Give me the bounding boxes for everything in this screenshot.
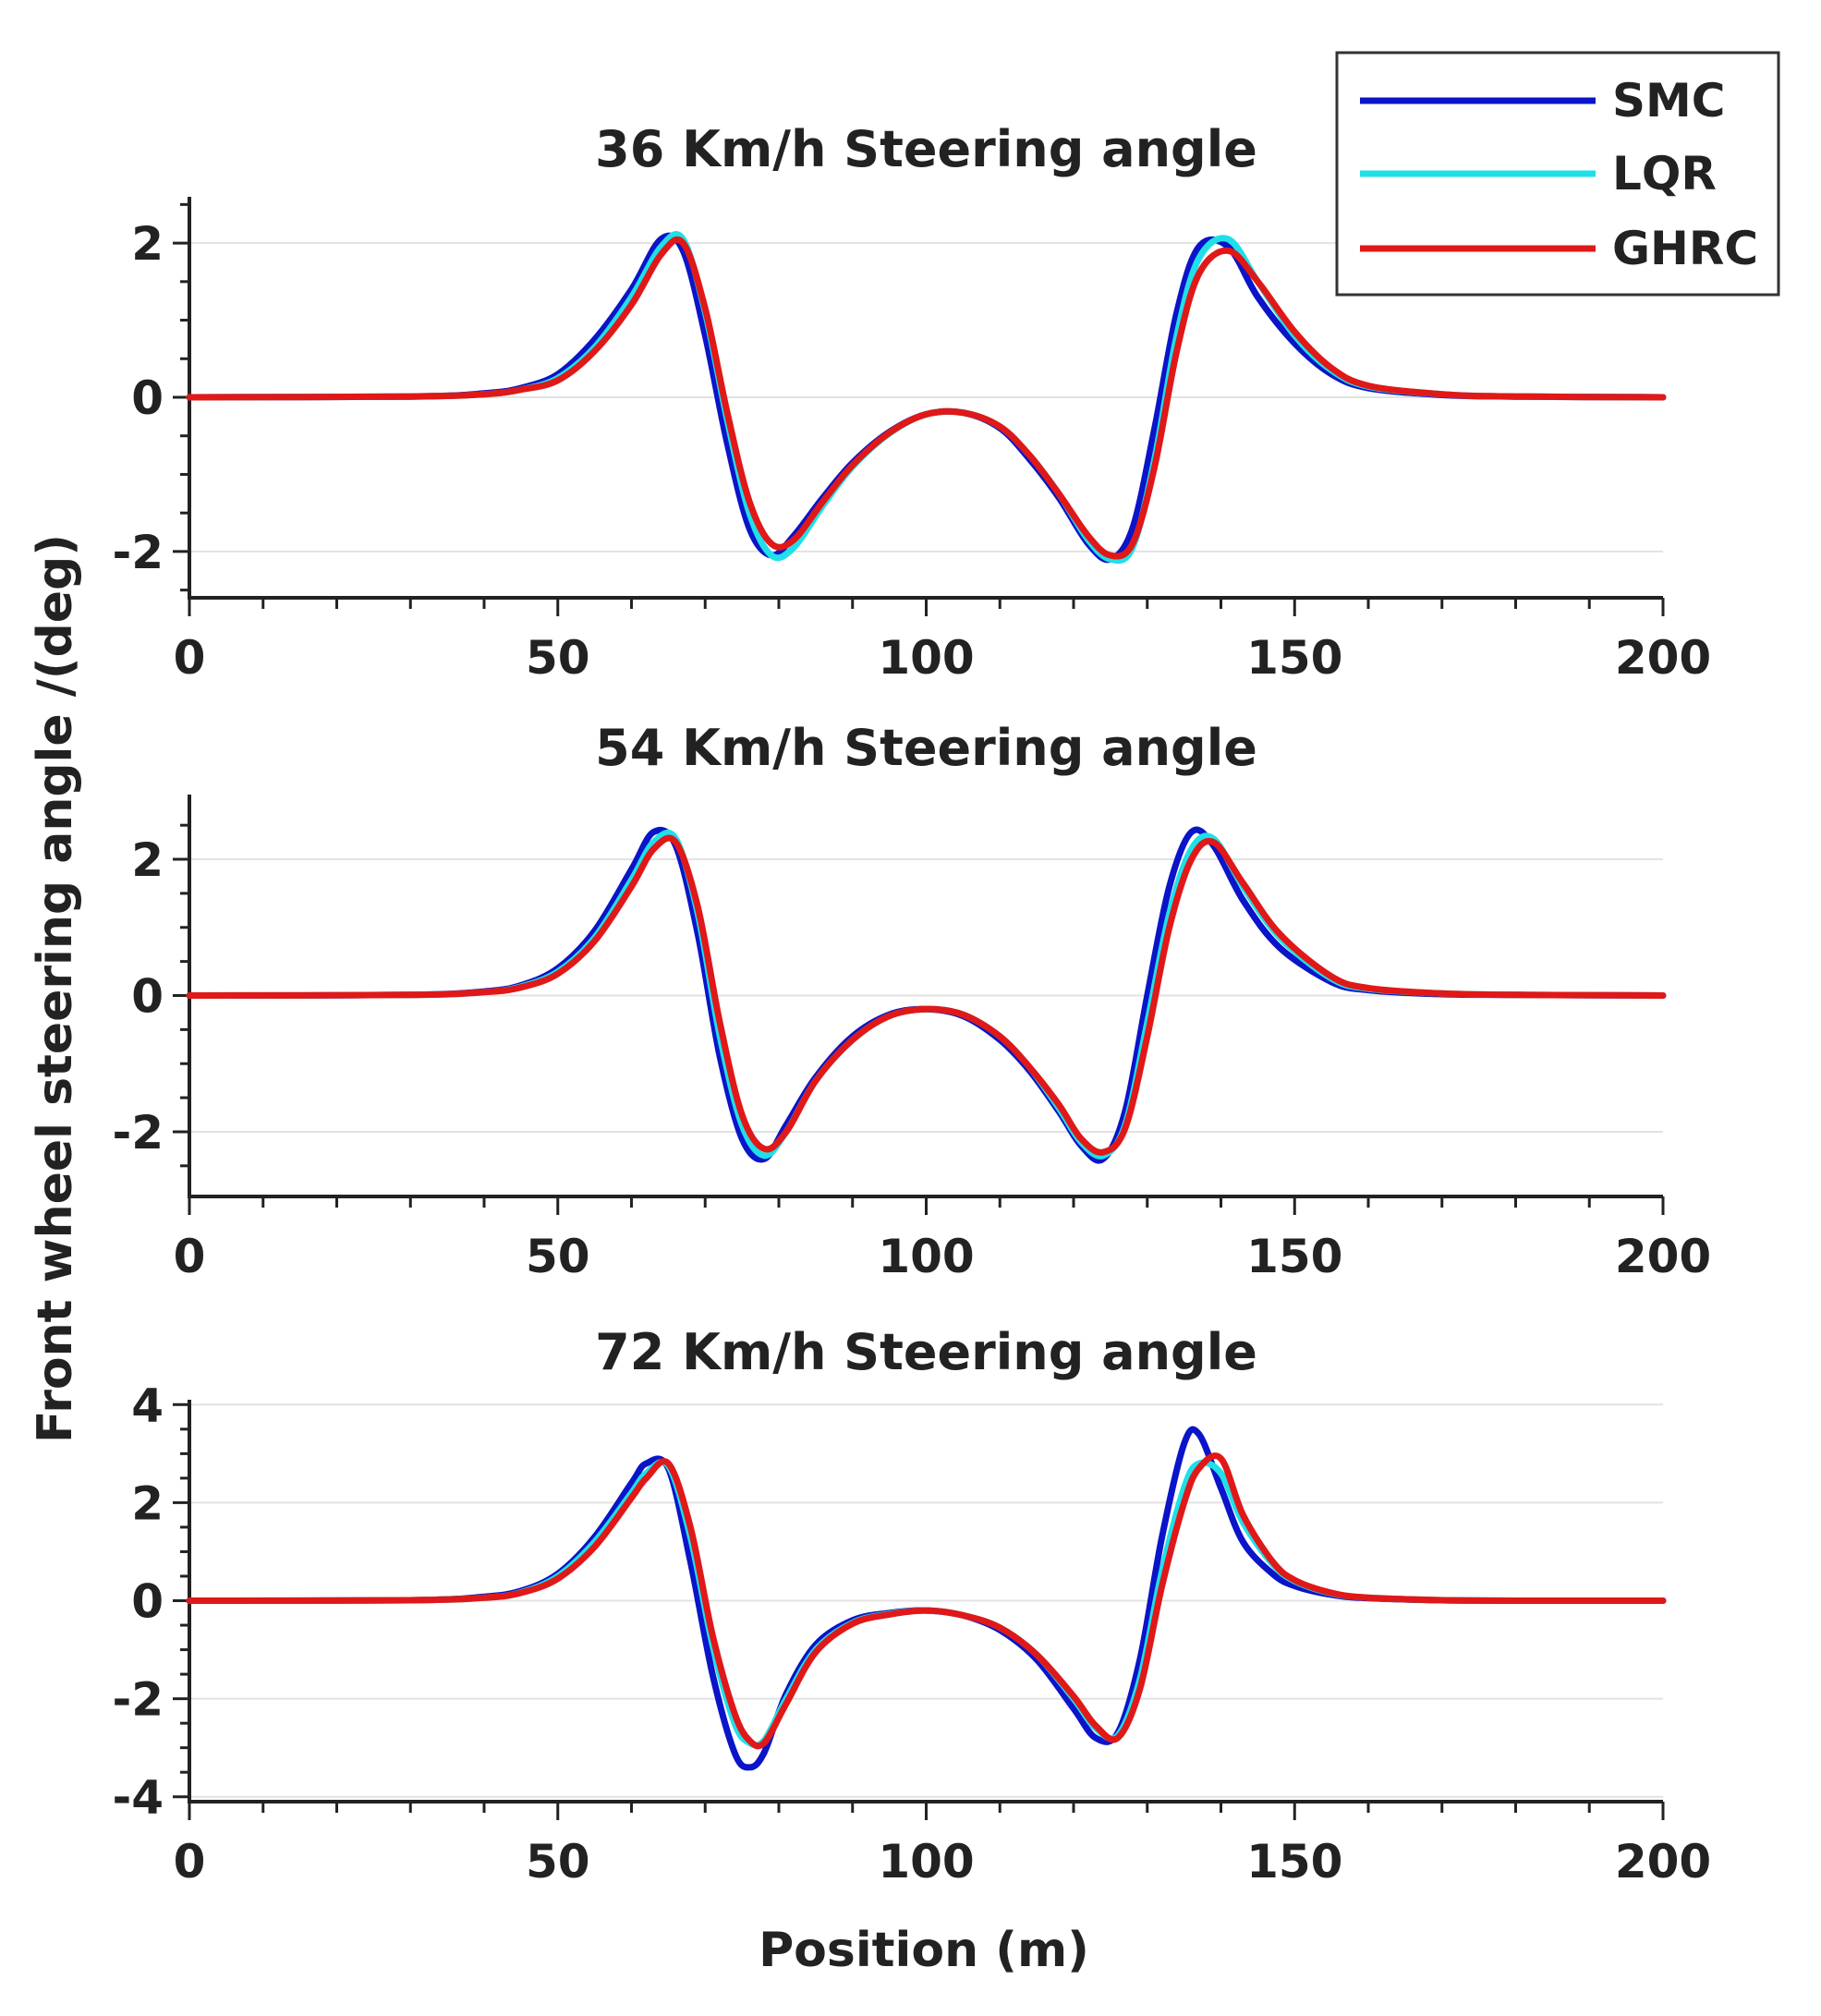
panel-3-xtick-label-1: 50: [526, 1835, 590, 1888]
legend-label-smc: SMC: [1612, 74, 1725, 128]
panel-3-series-ghrc: [186, 1452, 1667, 1750]
panel-3-ytick-label-0: -4: [112, 1771, 164, 1825]
panel-2-xtick-label-2: 100: [878, 1230, 974, 1283]
panel-3-ytick-label-4: 4: [131, 1378, 164, 1432]
panel-3: 72 Km/h Steering angle -4 -2 0 2 4 0 50 100 150 20…: [112, 1323, 1711, 1888]
panel-1-xtick-label-3: 150: [1246, 631, 1342, 685]
panel-3-ytick-label-2: 0: [131, 1575, 164, 1629]
panel-3-xtick-label-4: 200: [1615, 1835, 1711, 1888]
panel-2-ytick-label-2: 2: [131, 833, 164, 887]
panel-3-series-lqr: [186, 1458, 1667, 1749]
panel-3-ytick-label-3: 2: [131, 1476, 164, 1530]
panel-2-ytick-label-0: -2: [112, 1106, 164, 1160]
legend-label-lqr: LQR: [1612, 147, 1717, 200]
legend-item-lqr: LQR: [1360, 147, 1717, 200]
panel-1-xtick-label-0: 0: [174, 631, 206, 685]
panel-3-xtick-label-2: 100: [878, 1835, 974, 1888]
panel-1-title: 36 Km/h Steering angle: [595, 120, 1257, 178]
panel-1-series-ghrc: [186, 236, 1667, 560]
panel-2: 54 Km/h Steering angle -2 0 2 0 50 100 150 200: [112, 719, 1711, 1283]
panel-3-title: 72 Km/h Steering angle: [595, 1323, 1257, 1381]
panel-2-xtick-label-0: 0: [174, 1230, 206, 1283]
panel-1-ytick-label-1: 0: [131, 371, 164, 425]
panel-1-ytick-label-2: 2: [131, 217, 164, 271]
legend-item-ghrc: GHRC: [1360, 222, 1758, 275]
legend: SMC LQR GHRC: [1335, 51, 1780, 297]
panel-1-xtick-label-2: 100: [878, 631, 974, 685]
panel-1-xtick-label-4: 200: [1615, 631, 1711, 685]
panel-3-xtick-label-3: 150: [1246, 1835, 1342, 1888]
legend-item-smc: SMC: [1360, 74, 1725, 128]
y-axis-label: Front wheel steering angle /(deg): [28, 534, 83, 1443]
panel-2-title: 54 Km/h Steering angle: [595, 719, 1257, 777]
panel-1-ytick-label-0: -2: [112, 526, 164, 579]
panel-2-xtick-label-3: 150: [1246, 1230, 1342, 1283]
panel-2-series-ghrc: [186, 834, 1667, 1156]
x-axis-label: Position (m): [759, 1923, 1089, 1978]
panel-1-xtick-label-1: 50: [526, 631, 590, 685]
panel-3-ytick-label-1: -2: [112, 1673, 164, 1727]
panel-2-ytick-label-1: 0: [131, 970, 164, 1024]
legend-label-ghrc: GHRC: [1612, 222, 1758, 275]
panel-3-xtick-label-0: 0: [174, 1835, 206, 1888]
panel-2-xtick-label-1: 50: [526, 1230, 590, 1283]
panel-2-xtick-label-4: 200: [1615, 1230, 1711, 1283]
